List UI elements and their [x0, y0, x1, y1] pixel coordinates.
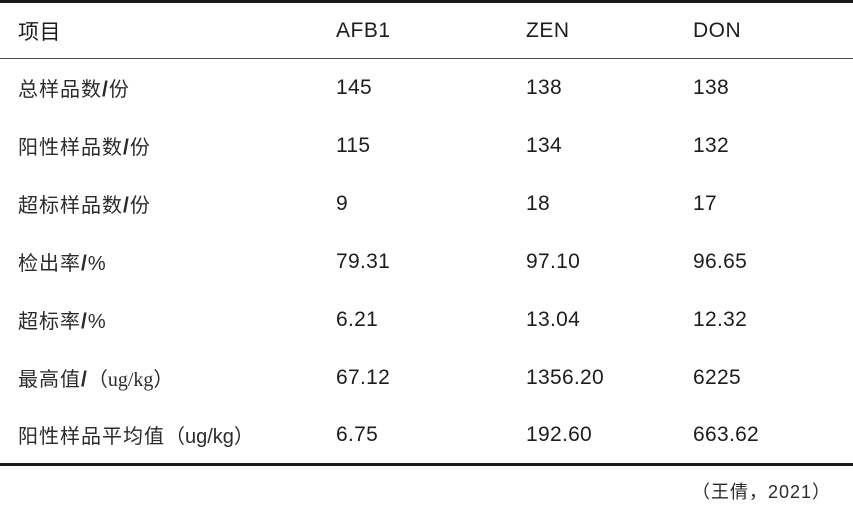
- cell-value: 115: [318, 117, 503, 175]
- cell-value: 79.31: [318, 233, 503, 291]
- cell-value: 67.12: [318, 349, 503, 407]
- table-row: 阳性样品数/份 115 134 132: [0, 117, 853, 175]
- table-head: 项目 AFB1 ZEN DON: [0, 1, 853, 59]
- column-header-don-label: DON: [693, 18, 742, 42]
- cell-value: 132: [672, 117, 853, 175]
- cell-value: 97.10: [503, 233, 672, 291]
- row-label-separator: /: [102, 78, 109, 102]
- cell-value-text: 1356.20: [526, 365, 605, 389]
- row-label-cn: 超标率: [18, 311, 81, 333]
- row-label-separator: /: [81, 368, 88, 391]
- table-row: 超标率/% 6.21 13.04 12.32: [0, 291, 853, 349]
- column-header-zen-label: ZEN: [526, 18, 570, 42]
- cell-value-text: 115: [336, 133, 371, 157]
- row-label-cn: 总样品数: [18, 79, 102, 102]
- cell-value-text: 145: [336, 75, 372, 99]
- cell-value: 6.75: [318, 407, 503, 465]
- cell-value-text: 67.12: [336, 365, 391, 389]
- column-header-item-label: 项目: [18, 20, 61, 44]
- cell-value-text: 18: [526, 191, 550, 215]
- column-header-zen: ZEN: [503, 2, 672, 59]
- row-label-cn: 检出率: [18, 253, 81, 275]
- row-label-max-value: 最高值/（ug/kg）: [0, 349, 318, 407]
- row-label-unit: （ug/kg）: [165, 426, 254, 449]
- cell-value-text: 132: [693, 133, 729, 157]
- cell-value: 13.04: [503, 291, 672, 349]
- row-label-separator: /: [123, 194, 130, 217]
- row-label-unit: 份: [108, 79, 130, 102]
- cell-value: 6.21: [318, 291, 503, 349]
- cell-value-text: 97.10: [526, 249, 581, 273]
- cell-value-text: 96.65: [693, 249, 748, 273]
- cell-value-text: 138: [526, 75, 562, 99]
- row-label-positive-samples: 阳性样品数/份: [0, 117, 318, 175]
- row-label-total-samples: 总样品数/份: [0, 59, 318, 117]
- row-label-cn: 阳性样品数: [18, 137, 123, 159]
- cell-value-text: 6.75: [336, 422, 379, 446]
- cell-value-text: 17: [693, 191, 717, 215]
- cell-value: 6225: [672, 349, 853, 407]
- row-label-exceeding-samples: 超标样品数/份: [0, 175, 318, 233]
- table-container: 项目 AFB1 ZEN DON 总样品数/份 145 138: [0, 1, 853, 465]
- table-row: 超标样品数/份 9 18 17: [0, 175, 853, 233]
- cell-value-text: 138: [693, 75, 729, 99]
- cell-value-text: 12.32: [693, 307, 748, 331]
- cell-value-text: 79.31: [336, 249, 391, 273]
- cell-value-text: 13.04: [526, 307, 581, 331]
- cell-value: 12.32: [672, 291, 853, 349]
- row-label-detection-rate: 检出率/%: [0, 233, 318, 291]
- cell-value: 663.62: [672, 407, 853, 465]
- table-row: 检出率/% 79.31 97.10 96.65: [0, 233, 853, 291]
- table-row: 总样品数/份 145 138 138: [0, 59, 853, 117]
- cell-value: 9: [318, 175, 503, 233]
- row-label-unit: （ug/kg）: [87, 369, 174, 391]
- row-label-separator: /: [123, 136, 130, 159]
- cell-value-text: 192.60: [526, 422, 593, 446]
- cell-value: 138: [672, 59, 853, 117]
- row-label-cn: 超标样品数: [18, 195, 123, 217]
- cell-value: 134: [503, 117, 672, 175]
- cell-value-text: 663.62: [693, 422, 760, 446]
- table-row: 最高值/（ug/kg） 67.12 1356.20 6225: [0, 349, 853, 407]
- cell-value: 145: [318, 59, 503, 117]
- row-label-separator: /: [81, 252, 88, 275]
- column-header-item: 项目: [0, 2, 318, 59]
- cell-value: 96.65: [672, 233, 853, 291]
- cell-value-text: 6225: [693, 365, 741, 389]
- row-label-unit: 份: [129, 195, 151, 217]
- table-row: 阳性样品平均值（ug/kg） 6.75 192.60 663.62: [0, 407, 853, 465]
- table-body: 总样品数/份 145 138 138 阳性样品数/份 115 134 132 超…: [0, 59, 853, 465]
- row-label-positive-average: 阳性样品平均值（ug/kg）: [0, 407, 318, 465]
- cell-value: 1356.20: [503, 349, 672, 407]
- column-header-don: DON: [672, 2, 853, 59]
- cell-value-text: 134: [526, 133, 562, 157]
- column-header-afb1: AFB1: [318, 2, 503, 59]
- mycotoxin-survey-table: 项目 AFB1 ZEN DON 总样品数/份 145 138: [0, 1, 853, 465]
- row-label-cn: 阳性样品平均值: [18, 426, 165, 449]
- row-label-separator: /: [81, 310, 88, 333]
- cell-value: 138: [503, 59, 672, 117]
- column-header-afb1-label: AFB1: [336, 18, 391, 42]
- cell-value-text: 6.21: [336, 307, 379, 331]
- row-label-unit: %: [87, 311, 107, 333]
- cell-value: 17: [672, 175, 853, 233]
- cell-value: 18: [503, 175, 672, 233]
- citation-row: （王倩，2021）: [0, 478, 853, 504]
- row-label-exceeding-rate: 超标率/%: [0, 291, 318, 349]
- cell-value-text: 9: [336, 191, 348, 215]
- row-label-unit: %: [87, 253, 107, 275]
- cell-value: 192.60: [503, 407, 672, 465]
- row-label-unit: 份: [129, 137, 151, 159]
- source-citation: （王倩，2021）: [691, 482, 831, 502]
- row-label-cn: 最高值: [18, 369, 81, 391]
- table-header-row: 项目 AFB1 ZEN DON: [0, 1, 853, 59]
